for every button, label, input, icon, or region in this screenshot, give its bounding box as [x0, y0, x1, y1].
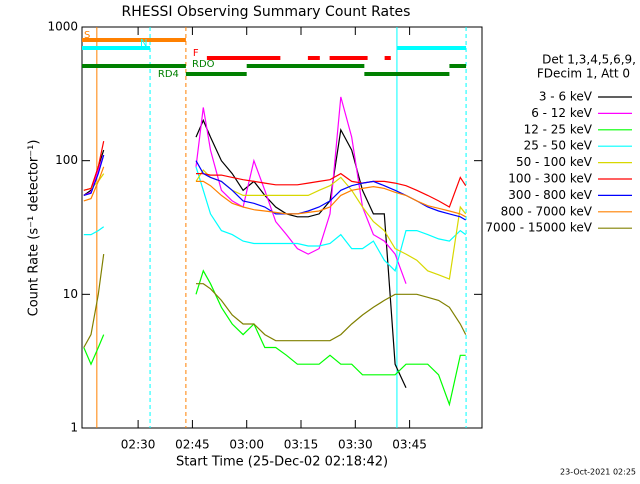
legend-label: 300 - 800 keV [508, 188, 592, 202]
legend-label: 50 - 100 keV [516, 155, 593, 169]
x-axis-label: Start Time (25-Dec-02 02:18:42) [176, 455, 388, 470]
flag-label: S [84, 30, 90, 41]
series-line [83, 154, 467, 221]
plot-frame [81, 26, 483, 429]
legend-label: 12 - 25 keV [524, 122, 593, 136]
series-line [83, 118, 407, 389]
x-tick-label: 02:45 [175, 438, 210, 452]
legend-header: FDecim 1, Att 0 [537, 67, 630, 81]
legend-label: 100 - 300 keV [508, 172, 592, 186]
y-tick-label: 1000 [47, 20, 78, 34]
legend-label: 800 - 7000 keV [501, 204, 593, 218]
y-tick-label: 1 [70, 421, 78, 435]
legend-label: 6 - 12 keV [531, 106, 593, 120]
y-tick-label: 100 [55, 153, 78, 167]
footer-timestamp: 23-Oct-2021 02:25 [560, 468, 636, 477]
x-tick-label: 03:15 [284, 438, 319, 452]
series-line [83, 140, 467, 208]
series-line [83, 166, 467, 272]
legend-header: Det 1,3,4,5,6,9, [542, 53, 636, 67]
x-tick-label: 03:30 [338, 438, 373, 452]
x-tick-label: 03:00 [229, 438, 264, 452]
flag-label: F [193, 48, 199, 59]
legend-label: 7000 - 15000 keV [485, 221, 592, 235]
legend-label: 3 - 6 keV [539, 90, 593, 104]
x-tick-label: 02:30 [121, 438, 156, 452]
series-line [83, 96, 407, 284]
series-line [83, 166, 466, 218]
series-line [83, 269, 466, 407]
x-tick-label: 03:45 [392, 438, 427, 452]
series-line [83, 254, 467, 348]
flag-label: RD4 [158, 69, 179, 80]
y-axis-label: Count Rate (s⁻¹ detector⁻¹) [27, 140, 42, 317]
chart-title: RHESSI Observing Summary Count Rates [122, 4, 411, 20]
legend-label: 25 - 50 keV [524, 139, 593, 153]
flag-label: N [140, 38, 147, 49]
flag-label: RDO [192, 59, 215, 70]
y-tick-label: 10 [63, 287, 78, 301]
